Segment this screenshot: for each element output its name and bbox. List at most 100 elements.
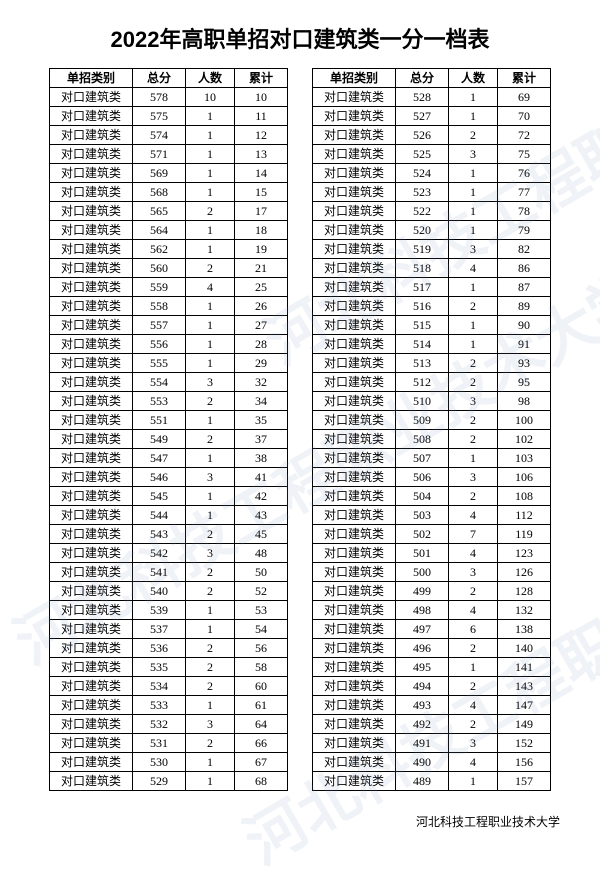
- table-row: 对口建筑类510398: [313, 392, 551, 411]
- cell-cumulative: 56: [235, 639, 288, 658]
- cell-cumulative: 87: [498, 278, 551, 297]
- table-row: 对口建筑类5042108: [313, 487, 551, 506]
- table-row: 对口建筑类5082102: [313, 430, 551, 449]
- table-row: 对口建筑类5071103: [313, 449, 551, 468]
- cell-score: 535: [133, 658, 186, 677]
- cell-score: 492: [396, 715, 449, 734]
- cell-category: 对口建筑类: [313, 487, 396, 506]
- table-row: 对口建筑类518486: [313, 259, 551, 278]
- header-score: 总分: [396, 69, 449, 88]
- cell-cumulative: 77: [498, 183, 551, 202]
- cell-score: 533: [133, 696, 186, 715]
- cell-score: 499: [396, 582, 449, 601]
- cell-score: 532: [133, 715, 186, 734]
- table-row: 对口建筑类555129: [50, 354, 288, 373]
- cell-score: 542: [133, 544, 186, 563]
- cell-cumulative: 90: [498, 316, 551, 335]
- cell-category: 对口建筑类: [50, 107, 133, 126]
- cell-category: 对口建筑类: [50, 202, 133, 221]
- cell-score: 503: [396, 506, 449, 525]
- cell-category: 对口建筑类: [313, 88, 396, 107]
- table-row: 对口建筑类525375: [313, 145, 551, 164]
- cell-score: 551: [133, 411, 186, 430]
- table-row: 对口建筑类569114: [50, 164, 288, 183]
- table-row: 对口建筑类539153: [50, 601, 288, 620]
- table-row: 对口建筑类531266: [50, 734, 288, 753]
- cell-category: 对口建筑类: [313, 677, 396, 696]
- cell-cumulative: 108: [498, 487, 551, 506]
- cell-count: 1: [449, 164, 498, 183]
- table-row: 对口建筑类5092100: [313, 411, 551, 430]
- cell-category: 对口建筑类: [50, 449, 133, 468]
- cell-score: 545: [133, 487, 186, 506]
- cell-cumulative: 143: [498, 677, 551, 696]
- table-row: 对口建筑类5781010: [50, 88, 288, 107]
- cell-cumulative: 15: [235, 183, 288, 202]
- header-category: 单招类别: [50, 69, 133, 88]
- cell-score: 529: [133, 772, 186, 791]
- cell-count: 3: [449, 240, 498, 259]
- table-row: 对口建筑类4992128: [313, 582, 551, 601]
- cell-count: 1: [186, 601, 235, 620]
- table-header-row: 单招类别 总分 人数 累计: [313, 69, 551, 88]
- cell-score: 507: [396, 449, 449, 468]
- cell-score: 510: [396, 392, 449, 411]
- cell-cumulative: 35: [235, 411, 288, 430]
- table-row: 对口建筑类558126: [50, 297, 288, 316]
- table-row: 对口建筑类551135: [50, 411, 288, 430]
- cell-cumulative: 68: [235, 772, 288, 791]
- cell-category: 对口建筑类: [313, 582, 396, 601]
- cell-score: 520: [396, 221, 449, 240]
- cell-count: 2: [186, 202, 235, 221]
- cell-cumulative: 26: [235, 297, 288, 316]
- cell-category: 对口建筑类: [50, 164, 133, 183]
- score-table-right: 单招类别 总分 人数 累计 对口建筑类528169对口建筑类527170对口建筑…: [312, 68, 551, 791]
- cell-count: 3: [449, 468, 498, 487]
- cell-cumulative: 53: [235, 601, 288, 620]
- cell-count: 3: [186, 715, 235, 734]
- cell-cumulative: 112: [498, 506, 551, 525]
- table-row: 对口建筑类574112: [50, 126, 288, 145]
- table-row: 对口建筑类516289: [313, 297, 551, 316]
- table-row: 对口建筑类544143: [50, 506, 288, 525]
- cell-cumulative: 11: [235, 107, 288, 126]
- score-table-left: 单招类别 总分 人数 累计 对口建筑类5781010对口建筑类575111对口建…: [49, 68, 288, 791]
- table-row: 对口建筑类5027119: [313, 525, 551, 544]
- cell-score: 544: [133, 506, 186, 525]
- cell-cumulative: 76: [498, 164, 551, 183]
- cell-cumulative: 147: [498, 696, 551, 715]
- cell-score: 531: [133, 734, 186, 753]
- cell-cumulative: 106: [498, 468, 551, 487]
- cell-category: 对口建筑类: [313, 620, 396, 639]
- cell-score: 508: [396, 430, 449, 449]
- cell-category: 对口建筑类: [313, 449, 396, 468]
- cell-cumulative: 43: [235, 506, 288, 525]
- cell-category: 对口建筑类: [313, 715, 396, 734]
- cell-cumulative: 79: [498, 221, 551, 240]
- cell-score: 564: [133, 221, 186, 240]
- table-row: 对口建筑类533161: [50, 696, 288, 715]
- table-row: 对口建筑类540252: [50, 582, 288, 601]
- cell-category: 对口建筑类: [50, 601, 133, 620]
- table-row: 对口建筑类546341: [50, 468, 288, 487]
- cell-category: 对口建筑类: [313, 145, 396, 164]
- table-header-row: 单招类别 总分 人数 累计: [50, 69, 288, 88]
- cell-cumulative: 78: [498, 202, 551, 221]
- table-row: 对口建筑类560221: [50, 259, 288, 278]
- cell-cumulative: 64: [235, 715, 288, 734]
- cell-category: 对口建筑类: [313, 544, 396, 563]
- cell-count: 4: [449, 753, 498, 772]
- table-row: 对口建筑类4984132: [313, 601, 551, 620]
- table-row: 对口建筑类523177: [313, 183, 551, 202]
- cell-count: 3: [449, 145, 498, 164]
- cell-count: 1: [186, 487, 235, 506]
- cell-category: 对口建筑类: [313, 278, 396, 297]
- cell-score: 493: [396, 696, 449, 715]
- cell-category: 对口建筑类: [313, 221, 396, 240]
- cell-score: 489: [396, 772, 449, 791]
- cell-score: 491: [396, 734, 449, 753]
- cell-category: 对口建筑类: [50, 620, 133, 639]
- table-row: 对口建筑类4891157: [313, 772, 551, 791]
- cell-category: 对口建筑类: [313, 335, 396, 354]
- table-row: 对口建筑类519382: [313, 240, 551, 259]
